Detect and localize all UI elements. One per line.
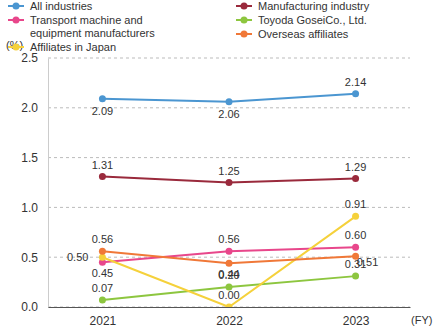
legend-label: Transport machine andequipment manufactu… (30, 14, 155, 39)
y-axis-title: (%) (6, 39, 23, 51)
x-axis: 2021 2022 2023 (49, 307, 411, 328)
legend-marker (241, 3, 248, 10)
x-axis-line (49, 307, 411, 308)
x-tick-label: 2022 (216, 314, 243, 328)
y-axis-line (48, 59, 49, 308)
legend-item: Overseas affiliates (236, 28, 349, 40)
data-label: 0.56 (92, 233, 113, 245)
y-axis: 0.0 0.5 1.0 1.5 2.0 2.5 (21, 51, 48, 314)
legend-label: Manufacturing industry (258, 0, 370, 12)
legend-label: Affiliates in Japan (30, 41, 116, 53)
series-marker (99, 173, 106, 180)
y-tick-label: 1.0 (21, 201, 38, 215)
legend-label: Overseas affiliates (258, 28, 349, 40)
series-marker (99, 95, 106, 102)
x-axis-title: (FY) (411, 314, 432, 326)
data-label: 0.00 (218, 289, 239, 301)
x-tick: 2022 (216, 307, 243, 328)
legend-marker (13, 17, 20, 24)
legend-marker (13, 44, 20, 51)
y-tick: 0.5 (21, 251, 48, 265)
data-label: 0.56 (218, 233, 239, 245)
x-tick: 2021 (90, 307, 117, 328)
y-tick-label: 0.5 (21, 251, 38, 265)
x-tick-label: 2023 (343, 314, 370, 328)
data-label: 1.25 (218, 165, 239, 177)
series-marker (352, 244, 359, 251)
legend: All industries Manufacturing industry Tran… (8, 0, 370, 53)
y-tick: 0.0 (21, 300, 48, 314)
y-tick-label: 2.5 (21, 51, 38, 65)
data-label: 0.07 (92, 282, 113, 294)
data-label: 2.09 (92, 105, 113, 117)
data-labels: 2.09 2.06 2.14 1.31 1.25 1.29 0.45 0.56 0.60 0.07… (67, 76, 378, 301)
series-marker (99, 297, 106, 304)
data-label: 2.06 (218, 108, 239, 120)
legend-item: Affiliates in Japan (8, 41, 116, 53)
legend-item: Manufacturing industry (236, 0, 370, 12)
legend-item: Toyoda GoseiCo., Ltd. (236, 14, 367, 26)
legend-marker (13, 3, 20, 10)
series-line (102, 216, 355, 307)
data-label: 1.31 (92, 159, 113, 171)
data-label: 0.91 (345, 198, 366, 210)
y-tick-label: 0.0 (21, 300, 38, 314)
series-marker (352, 273, 359, 280)
grid (48, 58, 410, 307)
series-marker (99, 248, 106, 255)
x-tick: 2023 (343, 307, 370, 328)
data-label: 1.29 (345, 161, 366, 173)
y-tick: 1.0 (21, 201, 48, 215)
y-tick-label: 2.0 (21, 101, 38, 115)
series-marker (352, 90, 359, 97)
y-tick: 1.5 (21, 151, 48, 165)
series-marker (226, 248, 233, 255)
series-marker (226, 260, 233, 267)
data-label: 2.14 (345, 76, 366, 88)
y-tick: 2.5 (21, 51, 48, 65)
data-label: 0.44 (218, 268, 239, 280)
chart: 0.0 0.5 1.0 1.5 2.0 2.5 2021 2022 2023 (%) (FY) 2.0… (0, 0, 437, 328)
legend-marker (241, 17, 248, 24)
series-marker (226, 98, 233, 105)
data-label: 0.50 (67, 251, 88, 263)
plot-area (99, 90, 359, 307)
series-marker (352, 213, 359, 220)
legend-label: All industries (30, 0, 93, 12)
data-label: 0.20 (218, 269, 239, 281)
series-marker (99, 254, 106, 261)
data-label: 0.60 (345, 229, 366, 241)
x-tick-label: 2021 (90, 314, 117, 328)
series-marker (226, 304, 233, 308)
data-label: 0.51 (357, 256, 378, 268)
legend-item: Transport machine andequipment manufactu… (8, 14, 155, 39)
series-marker (352, 175, 359, 182)
legend-marker (241, 31, 248, 38)
legend-label: Toyoda GoseiCo., Ltd. (258, 14, 367, 26)
data-label: 0.45 (92, 267, 113, 279)
series-marker (226, 179, 233, 186)
legend-item: All industries (8, 0, 93, 12)
grid-line (48, 58, 410, 59)
y-tick: 2.0 (21, 101, 48, 115)
y-tick-label: 1.5 (21, 151, 38, 165)
